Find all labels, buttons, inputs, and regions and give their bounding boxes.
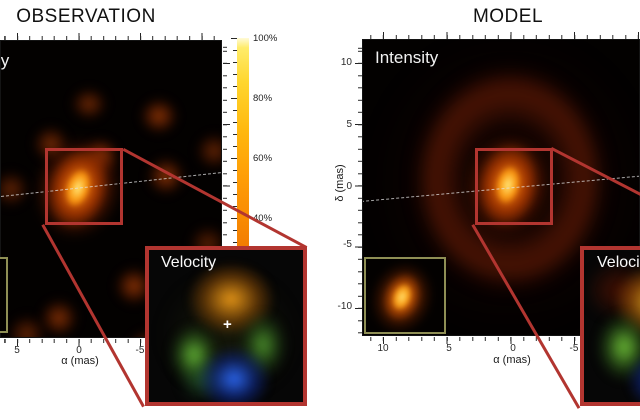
intensity-colorbar xyxy=(237,38,249,282)
zoom-region-box xyxy=(45,148,123,225)
model-x-axis-minor-ticks xyxy=(362,337,640,341)
colorbar-minor-ticks xyxy=(233,38,237,282)
speckle-blob xyxy=(143,153,189,199)
zoom-region-box xyxy=(475,148,553,225)
colorbar-tick-label: 40% xyxy=(253,213,273,224)
y-tick-label: -10 xyxy=(337,301,352,312)
observation-title: OBSERVATION xyxy=(16,6,156,27)
speckle-blob xyxy=(67,84,111,124)
speckle-blob xyxy=(192,129,221,173)
observation-velocity-inset: + Velocity xyxy=(145,246,307,406)
speckle-blob xyxy=(36,295,82,337)
colorbar-tick-label: 80% xyxy=(253,93,273,104)
x-tick-label: -5 xyxy=(135,345,145,356)
x-tick-label: 5 xyxy=(14,345,20,356)
observation-x-axis-minor-ticks xyxy=(0,339,222,343)
y-tick-label: 5 xyxy=(346,119,352,130)
beam-inset-box xyxy=(364,257,446,334)
x-tick-label: 5 xyxy=(446,343,452,354)
beam-inset-box xyxy=(0,257,8,333)
model-title: MODEL xyxy=(472,6,544,27)
intensity-label: Intensity xyxy=(375,48,439,67)
model-top-axis-minor-ticks xyxy=(362,35,640,39)
y-axis-label: δ (mas) xyxy=(334,164,346,202)
observation-top-axis-minor-ticks xyxy=(0,36,222,40)
x-axis-label: α (mas) xyxy=(61,355,99,367)
y-tick-label: 10 xyxy=(340,57,352,68)
x-tick-label: 0 xyxy=(510,343,516,354)
observation-right-axis-minor-ticks xyxy=(223,40,227,338)
x-tick-label: -5 xyxy=(569,343,579,354)
x-tick-label: 0 xyxy=(76,345,82,356)
speckle-blob xyxy=(136,94,182,138)
velocity-label: Velocity xyxy=(597,254,640,271)
x-axis-label: α (mas) xyxy=(493,354,531,366)
y-tick-label: 0 xyxy=(346,181,352,192)
colorbar-tick-label: 100% xyxy=(253,33,278,44)
photocenter-marker: + xyxy=(223,316,232,333)
colorbar-tick-label: 60% xyxy=(253,153,273,164)
velocity-label: Velocity xyxy=(161,254,217,271)
velocity-blueshift-lobe xyxy=(197,346,271,402)
intensity-label: Intensity xyxy=(0,51,10,70)
y-tick-label: -5 xyxy=(343,239,352,250)
x-tick-label: 10 xyxy=(377,343,389,354)
model-velocity-inset: + Velocity xyxy=(580,246,640,406)
observation-intensity-map: Intensity xyxy=(0,40,222,338)
model-y-axis-minor-ticks xyxy=(358,39,362,336)
